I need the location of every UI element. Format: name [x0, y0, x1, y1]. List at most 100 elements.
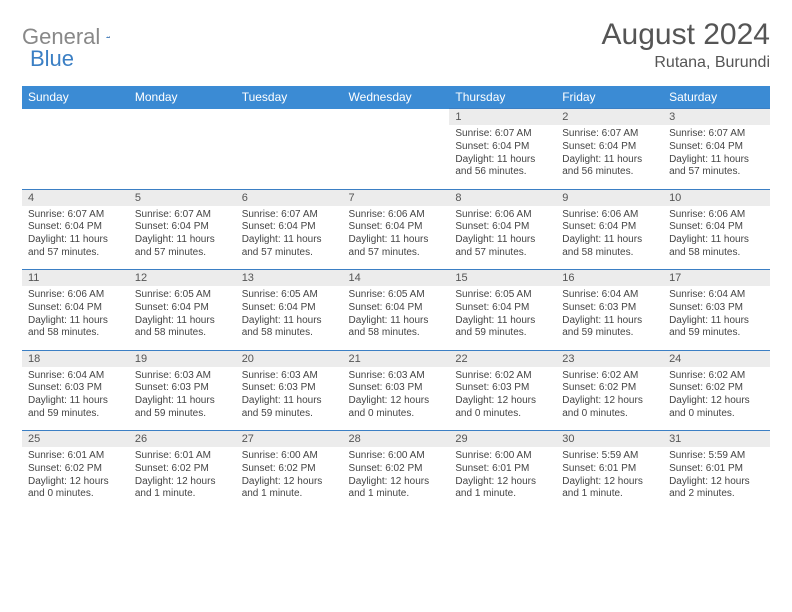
day-cell: Sunrise: 6:04 AMSunset: 6:03 PMDaylight:…	[22, 367, 129, 431]
day-number: 24	[663, 350, 770, 367]
day-cell: Sunrise: 5:59 AMSunset: 6:01 PMDaylight:…	[663, 447, 770, 511]
day-cell: Sunrise: 6:02 AMSunset: 6:03 PMDaylight:…	[449, 367, 556, 431]
day-cell: Sunrise: 6:02 AMSunset: 6:02 PMDaylight:…	[663, 367, 770, 431]
sunset-text: Sunset: 6:04 PM	[28, 302, 123, 315]
sunrise-text: Sunrise: 6:07 AM	[669, 128, 764, 141]
sunrise-text: Sunrise: 6:00 AM	[455, 450, 550, 463]
daylight-text: Daylight: 11 hours	[28, 234, 123, 247]
daylight-text: Daylight: 12 hours	[669, 395, 764, 408]
sunrise-text: Sunrise: 6:03 AM	[349, 370, 444, 383]
day-cell: Sunrise: 6:07 AMSunset: 6:04 PMDaylight:…	[22, 206, 129, 270]
daylight-text: Daylight: 12 hours	[669, 476, 764, 489]
day-number: 3	[663, 109, 770, 126]
sunset-text: Sunset: 6:04 PM	[242, 302, 337, 315]
sunset-text: Sunset: 6:01 PM	[669, 463, 764, 476]
sunset-text: Sunset: 6:04 PM	[135, 302, 230, 315]
sunrise-text: Sunrise: 6:06 AM	[669, 209, 764, 222]
sunset-text: Sunset: 6:02 PM	[28, 463, 123, 476]
sunset-text: Sunset: 6:02 PM	[669, 382, 764, 395]
daylight-text-2: and 1 minute.	[242, 488, 337, 501]
day-number: 16	[556, 270, 663, 287]
day-cell: Sunrise: 6:01 AMSunset: 6:02 PMDaylight:…	[129, 447, 236, 511]
day-cell: Sunrise: 6:06 AMSunset: 6:04 PMDaylight:…	[22, 286, 129, 350]
day-number-row: 25262728293031	[22, 431, 770, 448]
day-number: 27	[236, 431, 343, 448]
title-block: August 2024 Rutana, Burundi	[602, 18, 770, 72]
weekday-header: Friday	[556, 86, 663, 109]
daylight-text: Daylight: 11 hours	[562, 154, 657, 167]
day-number: 6	[236, 189, 343, 206]
daylight-text: Daylight: 11 hours	[242, 395, 337, 408]
daylight-text-2: and 56 minutes.	[562, 166, 657, 179]
daylight-text: Daylight: 12 hours	[349, 476, 444, 489]
sunrise-text: Sunrise: 6:06 AM	[455, 209, 550, 222]
daylight-text-2: and 57 minutes.	[242, 247, 337, 260]
daylight-text: Daylight: 11 hours	[135, 395, 230, 408]
sunrise-text: Sunrise: 6:01 AM	[135, 450, 230, 463]
daylight-text-2: and 2 minutes.	[669, 488, 764, 501]
daylight-text-2: and 1 minute.	[455, 488, 550, 501]
daylight-text: Daylight: 11 hours	[455, 315, 550, 328]
sunset-text: Sunset: 6:04 PM	[455, 302, 550, 315]
day-cell: Sunrise: 6:03 AMSunset: 6:03 PMDaylight:…	[129, 367, 236, 431]
day-number	[129, 109, 236, 126]
day-number: 10	[663, 189, 770, 206]
sunset-text: Sunset: 6:04 PM	[669, 141, 764, 154]
weekday-header: Monday	[129, 86, 236, 109]
daylight-text-2: and 59 minutes.	[562, 327, 657, 340]
sunrise-text: Sunrise: 6:07 AM	[242, 209, 337, 222]
daylight-text-2: and 1 minute.	[562, 488, 657, 501]
page-header: General August 2024 Rutana, Burundi	[22, 18, 770, 72]
day-number: 31	[663, 431, 770, 448]
day-content-row: Sunrise: 6:06 AMSunset: 6:04 PMDaylight:…	[22, 286, 770, 350]
daylight-text-2: and 58 minutes.	[28, 327, 123, 340]
day-cell: Sunrise: 6:03 AMSunset: 6:03 PMDaylight:…	[343, 367, 450, 431]
day-cell	[129, 125, 236, 189]
day-number: 17	[663, 270, 770, 287]
sunset-text: Sunset: 6:03 PM	[28, 382, 123, 395]
day-number: 14	[343, 270, 450, 287]
day-number: 29	[449, 431, 556, 448]
daylight-text-2: and 58 minutes.	[562, 247, 657, 260]
brand-part2: Blue	[30, 46, 74, 71]
day-number: 30	[556, 431, 663, 448]
day-number: 19	[129, 350, 236, 367]
day-content-row: Sunrise: 6:07 AMSunset: 6:04 PMDaylight:…	[22, 125, 770, 189]
daylight-text-2: and 57 minutes.	[455, 247, 550, 260]
sunset-text: Sunset: 6:02 PM	[349, 463, 444, 476]
daylight-text: Daylight: 11 hours	[349, 234, 444, 247]
sunset-text: Sunset: 6:02 PM	[562, 382, 657, 395]
sunset-text: Sunset: 6:03 PM	[135, 382, 230, 395]
sunrise-text: Sunrise: 5:59 AM	[562, 450, 657, 463]
daylight-text: Daylight: 11 hours	[562, 234, 657, 247]
day-cell: Sunrise: 6:01 AMSunset: 6:02 PMDaylight:…	[22, 447, 129, 511]
daylight-text-2: and 0 minutes.	[669, 408, 764, 421]
sunrise-text: Sunrise: 6:04 AM	[562, 289, 657, 302]
sunrise-text: Sunrise: 6:05 AM	[349, 289, 444, 302]
day-cell: Sunrise: 6:00 AMSunset: 6:02 PMDaylight:…	[343, 447, 450, 511]
day-cell: Sunrise: 6:07 AMSunset: 6:04 PMDaylight:…	[449, 125, 556, 189]
day-cell: Sunrise: 6:06 AMSunset: 6:04 PMDaylight:…	[449, 206, 556, 270]
sunrise-text: Sunrise: 6:06 AM	[562, 209, 657, 222]
day-cell: Sunrise: 6:05 AMSunset: 6:04 PMDaylight:…	[129, 286, 236, 350]
sunrise-text: Sunrise: 6:07 AM	[455, 128, 550, 141]
day-number	[22, 109, 129, 126]
daylight-text: Daylight: 12 hours	[349, 395, 444, 408]
daylight-text: Daylight: 12 hours	[562, 395, 657, 408]
day-content-row: Sunrise: 6:07 AMSunset: 6:04 PMDaylight:…	[22, 206, 770, 270]
sunrise-text: Sunrise: 6:03 AM	[242, 370, 337, 383]
daylight-text-2: and 57 minutes.	[349, 247, 444, 260]
day-cell: Sunrise: 6:07 AMSunset: 6:04 PMDaylight:…	[129, 206, 236, 270]
day-number: 9	[556, 189, 663, 206]
daylight-text-2: and 57 minutes.	[669, 166, 764, 179]
daylight-text-2: and 0 minutes.	[349, 408, 444, 421]
day-number: 5	[129, 189, 236, 206]
calendar-page: General August 2024 Rutana, Burundi Blue…	[0, 0, 792, 521]
sunset-text: Sunset: 6:04 PM	[28, 221, 123, 234]
sunrise-text: Sunrise: 6:01 AM	[28, 450, 123, 463]
day-cell: Sunrise: 6:00 AMSunset: 6:02 PMDaylight:…	[236, 447, 343, 511]
daylight-text-2: and 59 minutes.	[135, 408, 230, 421]
sunset-text: Sunset: 6:04 PM	[455, 141, 550, 154]
day-number-row: 45678910	[22, 189, 770, 206]
sunrise-text: Sunrise: 6:07 AM	[562, 128, 657, 141]
